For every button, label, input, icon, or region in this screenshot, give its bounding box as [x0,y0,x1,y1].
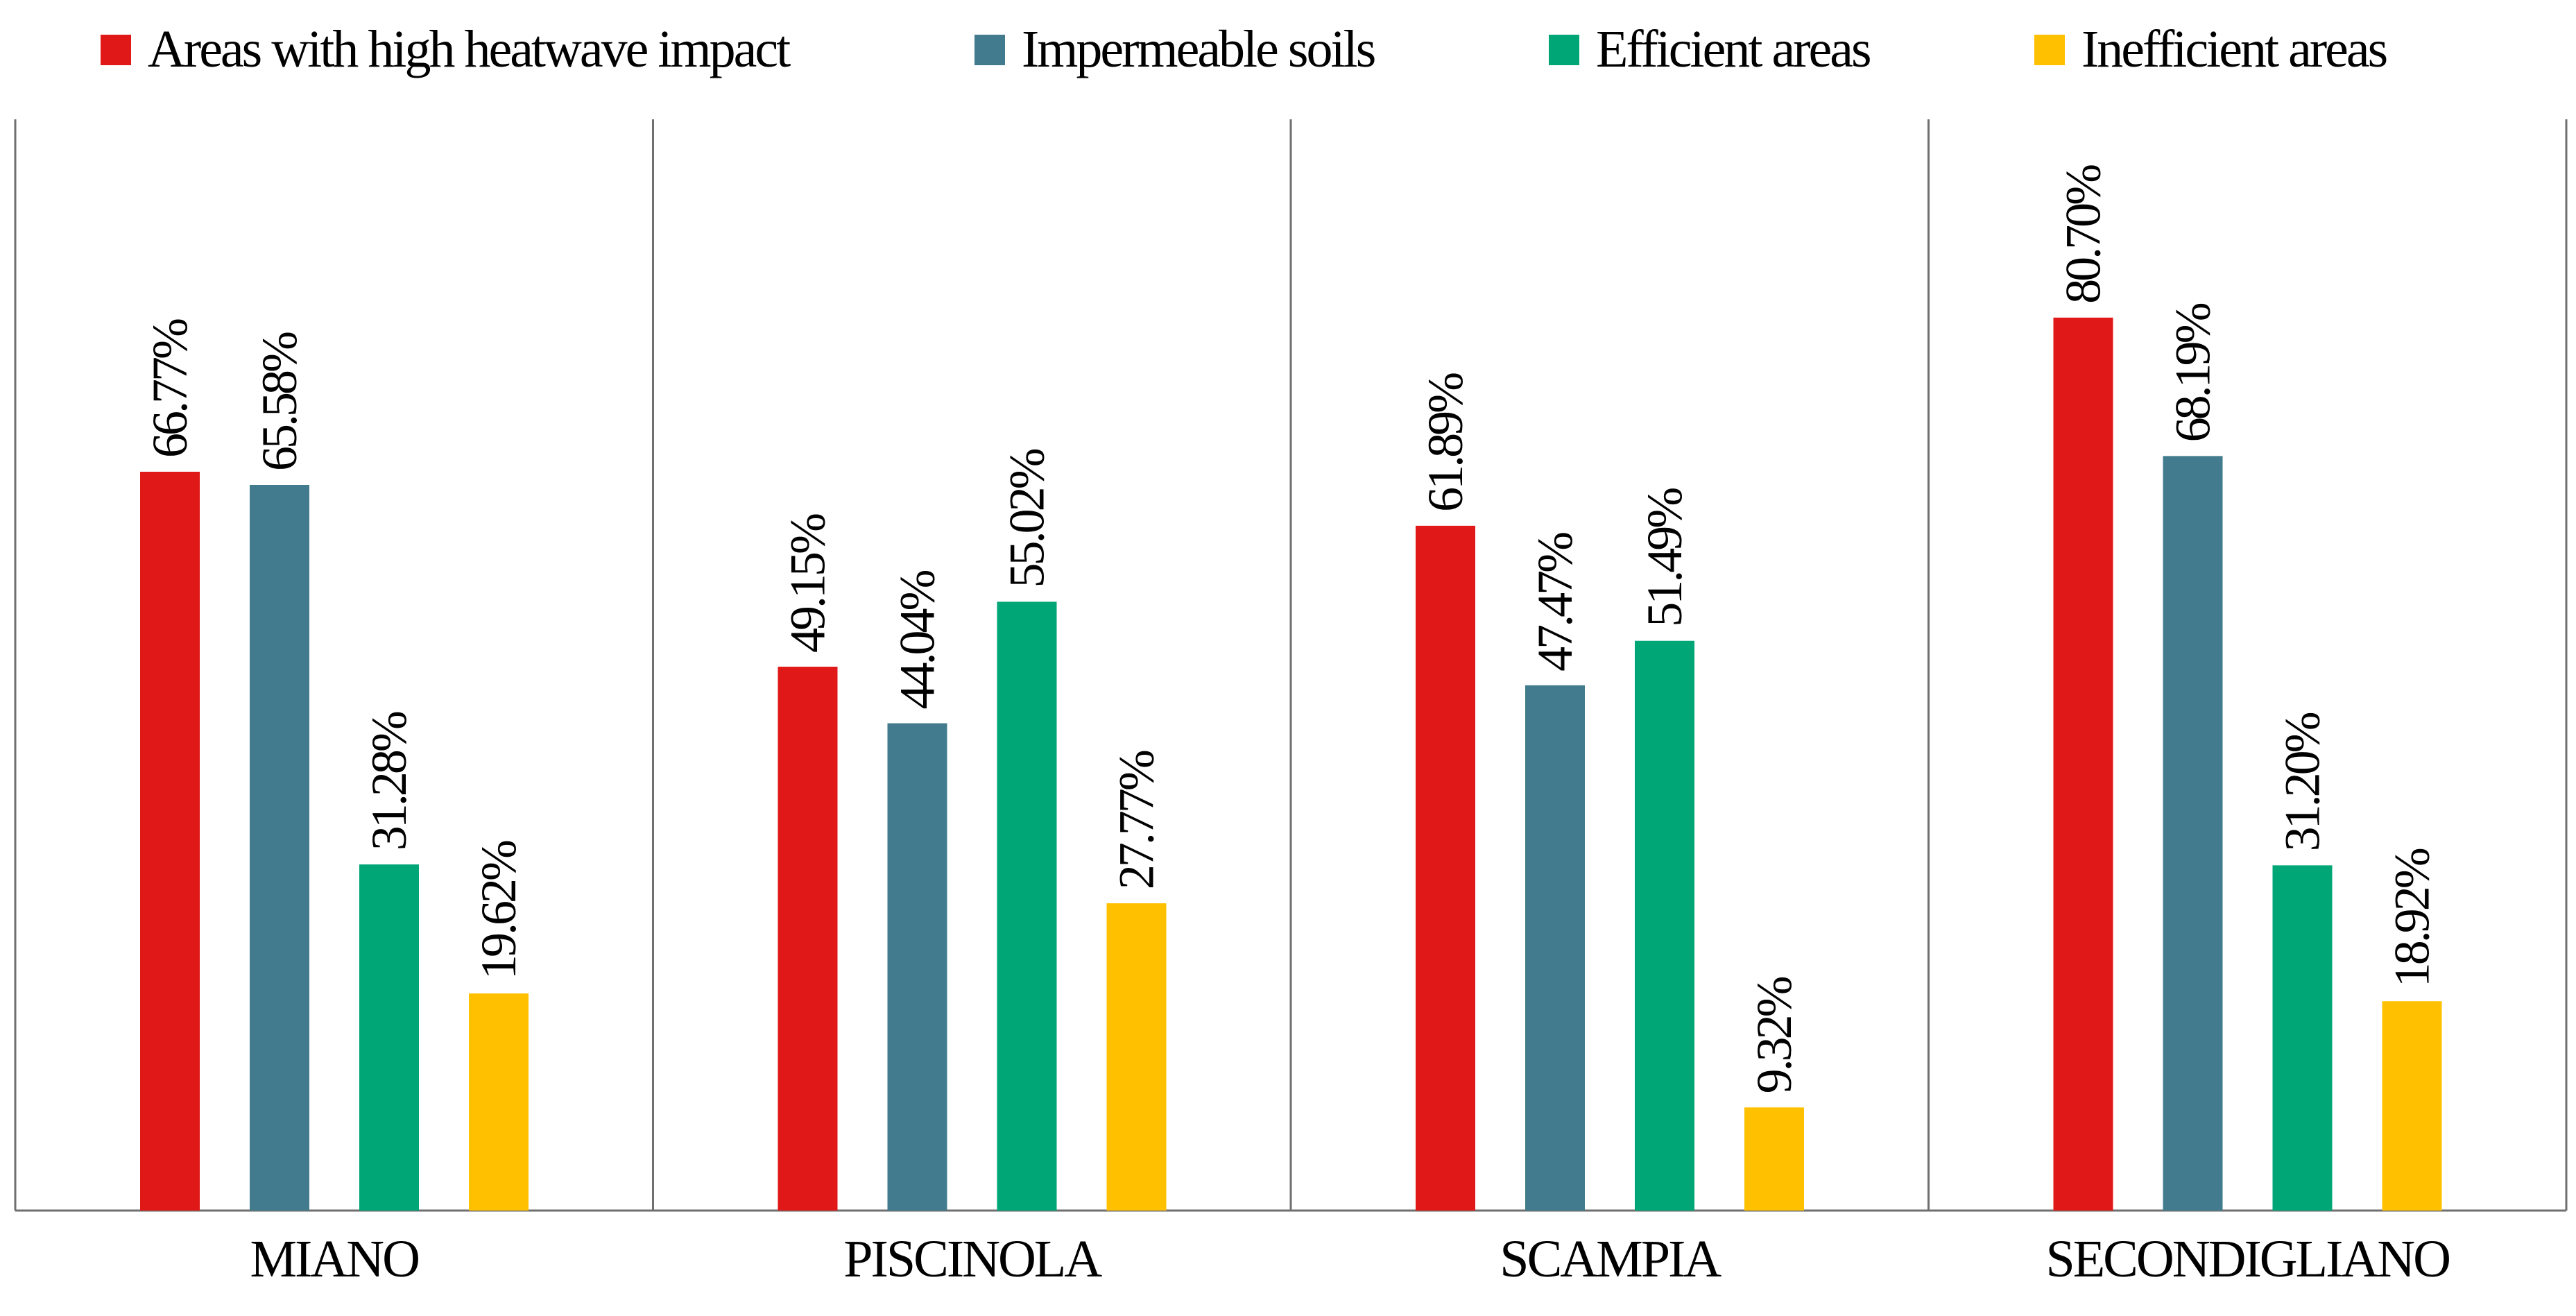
legend-label: Impermeable soils [1022,20,1375,78]
data-label-secondigliano-inefficient-areas: 18.92% [2385,848,2440,987]
data-label-secondigliano-areas-with-high-heatwave-impact: 80.70% [2056,165,2111,304]
bar-miano-areas-with-high-heatwave-impact [140,472,200,1211]
bar-scampia-impermeable-soils [1525,685,1585,1211]
bar-piscinola-efficient-areas [997,601,1057,1211]
bar-piscinola-areas-with-high-heatwave-impact [778,667,838,1211]
legend-item-areas-with-high-heatwave-impact: Areas with high heatwave impact [101,20,793,78]
legend-item-inefficient-areas: Inefficient areas [2034,20,2389,78]
category-label-miano: MIANO [250,1230,418,1288]
bar-secondigliano-impermeable-soils [2163,456,2223,1211]
category-label-secondigliano: SECONDIGLIANO [2045,1230,2449,1288]
bar-secondigliano-inefficient-areas [2382,1001,2442,1211]
legend-label: Inefficient areas [2081,20,2387,78]
legend-label: Areas with high heatwave impact [148,20,791,78]
data-label-piscinola-inefficient-areas: 27.77% [1109,751,1165,889]
bar-scampia-areas-with-high-heatwave-impact [1416,525,1475,1211]
data-label-scampia-areas-with-high-heatwave-impact: 61.89% [1418,373,1473,512]
data-label-piscinola-impermeable-soils: 44.04% [890,571,945,710]
data-label-scampia-impermeable-soils: 47.47% [1527,533,1583,672]
category-label-scampia: SCAMPIA [1500,1230,1721,1288]
legend-label: Efficient areas [1596,20,1870,78]
bar-scampia-inefficient-areas [1744,1107,1804,1211]
data-label-miano-areas-with-high-heatwave-impact: 66.77% [142,319,198,458]
bar-secondigliano-areas-with-high-heatwave-impact [2053,317,2113,1211]
legend-item-efficient-areas: Efficient areas [1549,20,1872,78]
bar-piscinola-impermeable-soils [887,723,947,1211]
legend-item-impermeable-soils: Impermeable soils [974,20,1377,78]
legend-swatch [101,35,131,65]
category-label-piscinola: PISCINOLA [843,1230,1102,1288]
bar-scampia-efficient-areas [1635,640,1694,1211]
data-label-miano-inefficient-areas: 19.62% [471,841,526,980]
data-label-scampia-efficient-areas: 51.49% [1637,488,1692,627]
data-label-piscinola-areas-with-high-heatwave-impact: 49.15% [780,514,836,653]
data-label-miano-efficient-areas: 31.28% [361,712,417,851]
bar-miano-inefficient-areas [469,993,529,1211]
bar-miano-efficient-areas [359,864,419,1211]
bar-miano-impermeable-soils [250,484,309,1211]
data-label-miano-impermeable-soils: 65.58% [252,332,307,471]
data-labels: 66.77% 65.58% 31.28% 19.62% 49.15% 44.04% 55.0… [142,165,2440,1094]
plot-frame [14,119,2568,1212]
legend-swatch [1549,35,1579,65]
bars [140,317,2442,1211]
legend: Areas with high heatwave impact Impermeab… [101,20,2389,78]
data-label-scampia-inefficient-areas: 9.32% [1746,977,1802,1093]
legend-swatch [974,35,1005,65]
data-label-secondigliano-impermeable-soils: 68.19% [2165,303,2221,442]
data-label-piscinola-efficient-areas: 55.02% [999,449,1055,588]
data-label-secondigliano-efficient-areas: 31.20% [2275,712,2330,851]
category-labels: MIANO PISCINOLA SCAMPIA SECONDIGLIANO [250,1230,2451,1288]
legend-swatch [2034,35,2065,65]
bar-secondigliano-efficient-areas [2272,865,2333,1211]
bar-piscinola-inefficient-areas [1106,903,1167,1211]
